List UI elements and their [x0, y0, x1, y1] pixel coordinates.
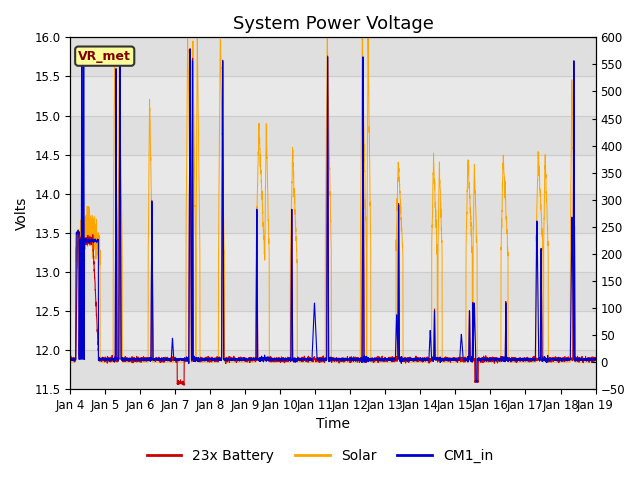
- 23x Battery: [481, 357, 488, 362]
- Bar: [70, 350, 595, 389]
- Line: Solar: Solar: [70, 35, 595, 362]
- Bar: [70, 233, 595, 272]
- CM1_in: [591, 356, 599, 362]
- Y-axis label: Volts: Volts: [15, 196, 29, 230]
- 23x Battery: [591, 357, 599, 363]
- X-axis label: Time: Time: [316, 418, 350, 432]
- Solar: [591, 359, 599, 365]
- Solar: [481, 359, 488, 365]
- Bar: [70, 76, 595, 116]
- CM1_in: [422, 357, 429, 363]
- Bar: [70, 311, 595, 350]
- Solar: [451, 359, 458, 365]
- CM1_in: [80, 46, 88, 52]
- Line: 23x Battery: 23x Battery: [70, 49, 595, 385]
- 23x Battery: [591, 356, 599, 362]
- Bar: [70, 37, 595, 76]
- CM1_in: [451, 357, 458, 363]
- CM1_in: [591, 357, 599, 362]
- 23x Battery: [67, 358, 74, 364]
- Solar: [161, 359, 168, 365]
- 23x Battery: [186, 46, 194, 52]
- CM1_in: [481, 356, 488, 362]
- 23x Battery: [422, 358, 429, 364]
- 23x Battery: [314, 356, 321, 362]
- 23x Battery: [161, 357, 168, 363]
- CM1_in: [67, 356, 74, 362]
- Bar: [70, 155, 595, 194]
- Solar: [67, 359, 74, 365]
- 23x Battery: [451, 358, 458, 363]
- CM1_in: [314, 357, 321, 362]
- Solar: [422, 359, 429, 365]
- Solar: [591, 359, 599, 365]
- Text: VR_met: VR_met: [78, 49, 131, 63]
- Bar: [70, 194, 595, 233]
- CM1_in: [161, 356, 169, 362]
- Solar: [193, 32, 201, 37]
- Legend: 23x Battery, Solar, CM1_in: 23x Battery, Solar, CM1_in: [141, 443, 499, 468]
- CM1_in: [473, 379, 481, 385]
- Line: CM1_in: CM1_in: [70, 49, 595, 382]
- Title: System Power Voltage: System Power Voltage: [232, 15, 433, 33]
- Bar: [70, 116, 595, 155]
- 23x Battery: [180, 383, 188, 388]
- Solar: [314, 359, 321, 365]
- Bar: [70, 272, 595, 311]
